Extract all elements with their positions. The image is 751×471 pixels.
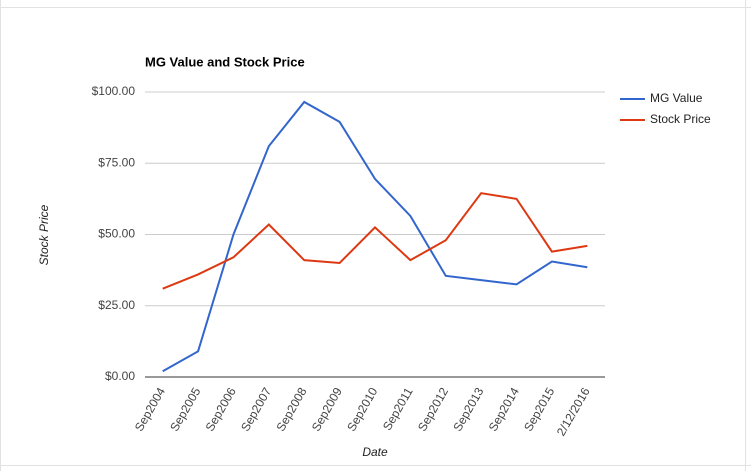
- x-tick-label: Sep2012: [415, 385, 451, 434]
- x-tick-label: Sep2005: [167, 385, 203, 434]
- x-tick-label: Sep2010: [344, 385, 380, 434]
- chart-title: MG Value and Stock Price: [145, 54, 305, 69]
- x-tick-label: Sep2004: [132, 385, 168, 434]
- x-tick-label: Sep2011: [380, 385, 416, 433]
- y-axis-label: Stock Price: [37, 204, 51, 265]
- x-tick-label: Sep2007: [238, 385, 274, 434]
- x-tick-label: Sep2006: [203, 385, 239, 434]
- x-tick-label: Sep2014: [486, 385, 522, 434]
- y-tick-label: $0.00: [105, 369, 135, 383]
- data-line: [162, 100, 588, 373]
- legend-label: Stock Price: [650, 112, 711, 126]
- data-line: [162, 192, 588, 290]
- y-tick-label: $75.00: [98, 155, 135, 169]
- x-tick-label: Sep2009: [309, 385, 345, 434]
- y-tick-label: $50.00: [98, 227, 135, 241]
- x-tick-label: Sep2013: [450, 385, 486, 434]
- x-tick-label: Sep2015: [521, 385, 557, 434]
- x-tick-label: 2/12/2016: [554, 385, 593, 439]
- x-tick-label: Sep2008: [273, 385, 309, 434]
- y-tick-label: $25.00: [98, 298, 135, 312]
- legend-label: MG Value: [650, 91, 703, 105]
- x-axis-label: Date: [362, 445, 388, 459]
- y-tick-label: $100.00: [92, 84, 136, 98]
